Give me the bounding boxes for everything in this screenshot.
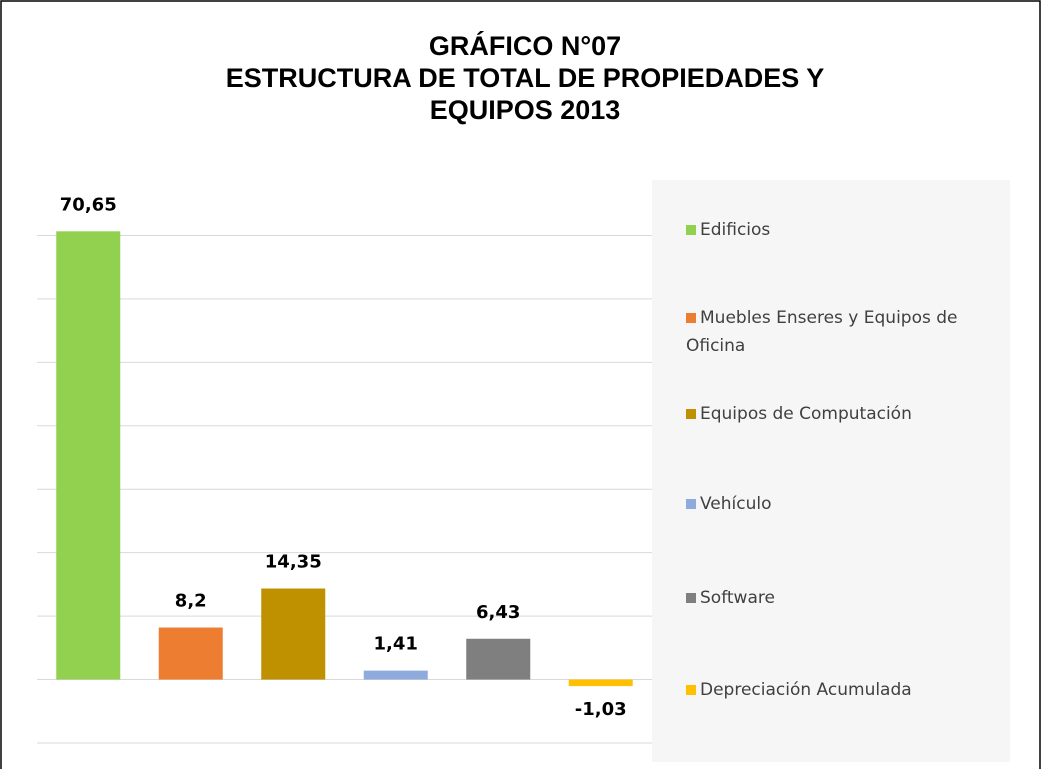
data-label: 6,43 (476, 602, 520, 623)
legend-label: Equipos de Computación (700, 404, 912, 424)
legend-swatch (686, 499, 696, 509)
legend-item: Muebles Enseres y Equipos de Oficina (686, 304, 986, 360)
legend-item: Vehículo (686, 490, 986, 518)
legend-swatch (686, 225, 696, 235)
bar (363, 670, 428, 680)
chart-title: EQUIPOS 2013 (430, 95, 621, 125)
data-label: 8,2 (175, 591, 207, 612)
chart-title: ESTRUCTURA DE TOTAL DE PROPIEDADES Y (226, 63, 825, 93)
chart-title: GRÁFICO N°07 (429, 30, 621, 61)
data-label: 1,41 (374, 634, 418, 655)
legend-label: Edificios (700, 220, 771, 240)
legend-item: Software (686, 584, 986, 612)
legend-item: Edificios (686, 216, 986, 244)
data-label: -1,03 (575, 699, 627, 720)
legend-label: Software (700, 588, 775, 608)
legend-swatch (686, 409, 696, 419)
bar (56, 231, 121, 680)
bar (158, 627, 223, 680)
bar (261, 588, 326, 680)
legend-swatch (686, 313, 696, 323)
bar (466, 638, 531, 680)
legend: Edificios Muebles Enseres y Equipos de Of… (652, 180, 1010, 762)
legend-label: Vehículo (700, 494, 772, 514)
legend-label: Depreciación Acumulada (700, 680, 912, 700)
legend-label: Muebles Enseres y Equipos de Oficina (686, 308, 958, 356)
data-label: 14,35 (265, 552, 322, 573)
legend-swatch (686, 685, 696, 695)
legend-swatch (686, 593, 696, 603)
legend-item: Equipos de Computación (686, 400, 986, 428)
data-label: 70,65 (60, 194, 117, 215)
bar (568, 679, 633, 687)
legend-item: Depreciación Acumulada (686, 676, 986, 704)
